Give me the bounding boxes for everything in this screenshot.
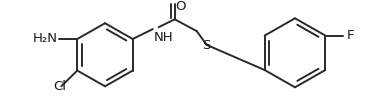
Text: S: S [203,39,211,52]
Text: NH: NH [154,31,173,44]
Text: O: O [176,0,186,13]
Text: F: F [346,29,354,42]
Text: H₂N: H₂N [32,33,57,45]
Text: Cl: Cl [53,80,66,93]
